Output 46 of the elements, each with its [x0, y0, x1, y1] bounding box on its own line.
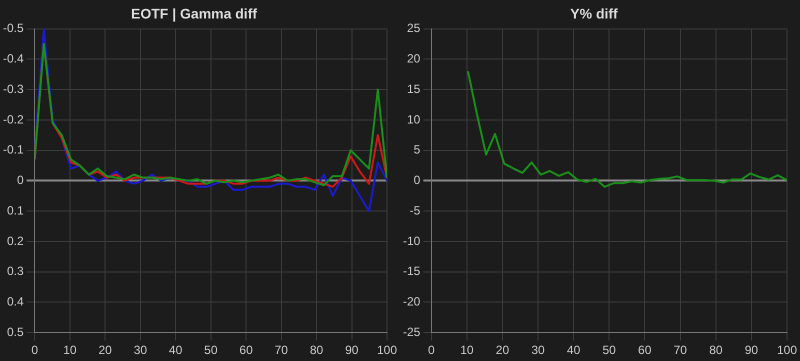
y-tick-label: 0: [16, 173, 24, 188]
x-tick-label: 20: [496, 343, 510, 358]
x-tick-label: 0: [428, 343, 435, 358]
y-tick-label: -25: [403, 324, 421, 339]
x-tick-label: 30: [134, 343, 148, 358]
y-tick-label: 25: [406, 21, 421, 36]
y-tick-label: 0.4: [6, 294, 24, 309]
x-tick-label: 90: [345, 343, 359, 358]
y-tick-label: 5: [414, 142, 421, 157]
y-tick-label: -0.5: [2, 21, 24, 36]
x-tick-label: 30: [531, 343, 546, 358]
y-tick-label: -15: [403, 264, 421, 278]
y-tick-label: -0.2: [2, 112, 24, 126]
y-tick-label: 0.3: [6, 264, 24, 278]
chart-title: Y% diff: [570, 5, 618, 22]
x-tick-label: 0: [31, 343, 38, 358]
y-tick-label: -0.3: [2, 82, 24, 96]
x-tick-label: 100: [776, 343, 798, 358]
y-tick-label: 0.2: [6, 234, 24, 248]
y-tick-label: 0: [414, 173, 421, 188]
x-tick-label: 40: [168, 343, 183, 358]
x-tick-label: 70: [674, 343, 688, 358]
x-tick-label: 10: [460, 343, 474, 358]
y-tick-label: 10: [406, 112, 421, 126]
x-tick-label: 100: [376, 343, 398, 358]
y-tick-label: -5: [410, 203, 421, 218]
x-tick-label: 60: [239, 343, 254, 358]
y-tick-label: -20: [403, 294, 421, 309]
x-tick-label: 60: [638, 343, 652, 358]
y-tick-label: 20: [406, 51, 421, 66]
y-tick-label: 0.1: [6, 203, 24, 218]
x-tick-label: 80: [709, 343, 723, 358]
x-tick-label: 10: [63, 343, 77, 358]
x-tick-label: 50: [602, 343, 616, 358]
y-tick-label: -0.1: [2, 142, 24, 157]
x-tick-label: 90: [744, 343, 758, 358]
y-tick-label: -0.4: [2, 51, 24, 66]
chart-title: EOTF | Gamma diff: [130, 5, 258, 22]
y-tick-label: -10: [403, 234, 421, 248]
x-tick-label: 70: [274, 343, 288, 358]
x-tick-label: 40: [566, 343, 581, 358]
x-tick-label: 50: [204, 343, 218, 358]
x-tick-label: 20: [98, 343, 112, 358]
y-tick-label: 0.5: [6, 324, 24, 339]
y-tick-label: 15: [406, 82, 421, 96]
x-tick-label: 80: [310, 343, 324, 358]
